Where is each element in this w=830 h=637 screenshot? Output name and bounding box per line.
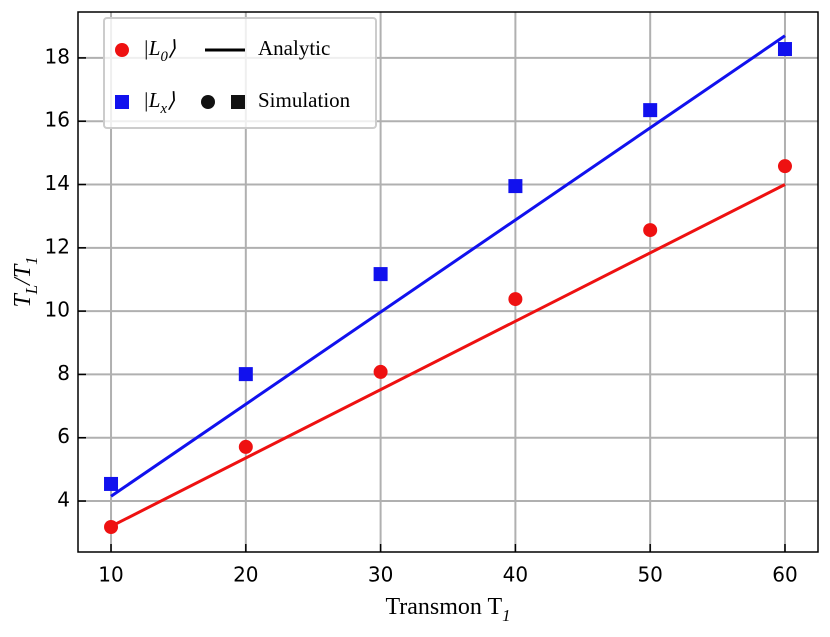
legend-box	[103, 17, 377, 129]
x-tick-label: 40	[503, 563, 528, 587]
x-tick-label: 20	[233, 563, 258, 587]
legend-marker	[115, 95, 129, 109]
y-tick-label: 12	[45, 234, 70, 258]
legend-label-part: x	[159, 101, 167, 117]
y-axis-label-part: 1	[22, 256, 41, 264]
analytic-line	[110, 34, 786, 498]
data-point	[643, 103, 658, 118]
legend-label-part: 0	[160, 49, 168, 65]
plot-frame	[77, 11, 819, 553]
data-point	[508, 292, 523, 307]
data-point	[508, 179, 523, 194]
x-tick-label: 10	[98, 563, 123, 587]
legend-marker	[201, 95, 215, 109]
y-axis-label-part: T	[10, 293, 36, 308]
y-axis-label-part: L	[22, 285, 41, 295]
legend-label: |Lx⟩	[143, 88, 175, 118]
y-tick-label: 4	[57, 488, 70, 512]
data-point	[777, 42, 792, 57]
data-point	[373, 267, 388, 282]
legend-label: Simulation	[258, 88, 351, 112]
y-axis-label-part: /T	[10, 263, 36, 287]
data-point	[777, 159, 792, 174]
data-point	[373, 364, 388, 379]
y-tick-label: 18	[45, 44, 70, 68]
legend-label-part: ⟩	[167, 88, 175, 112]
x-tick-label: 60	[772, 563, 797, 587]
data-point	[238, 367, 253, 382]
data-point	[238, 439, 253, 454]
y-tick-label: 8	[57, 361, 70, 385]
x-axis-label: Transmon T1	[385, 594, 510, 626]
y-tick-label: 6	[57, 424, 70, 448]
data-point	[104, 476, 119, 491]
y-tick-label: 16	[45, 108, 70, 132]
x-axis-label-part: Transmon T	[385, 594, 502, 620]
x-tick-label: 50	[637, 563, 662, 587]
y-tick-label: 14	[45, 171, 70, 195]
legend-label-part: |L	[143, 36, 160, 60]
legend-label: Analytic	[258, 36, 330, 60]
data-point	[643, 223, 658, 238]
y-axis-label: TL/T1	[10, 256, 42, 307]
legend-label: |L0⟩	[143, 36, 176, 66]
x-tick-label: 30	[368, 563, 393, 587]
legend-label-part: |L	[143, 88, 160, 112]
legend-marker	[115, 43, 129, 57]
x-axis-label-part: 1	[502, 606, 510, 625]
analytic-line	[110, 183, 786, 528]
y-tick-label: 10	[45, 298, 70, 322]
legend-label-part: ⟩	[168, 36, 176, 60]
data-point	[104, 519, 119, 534]
legend-marker	[231, 95, 245, 109]
